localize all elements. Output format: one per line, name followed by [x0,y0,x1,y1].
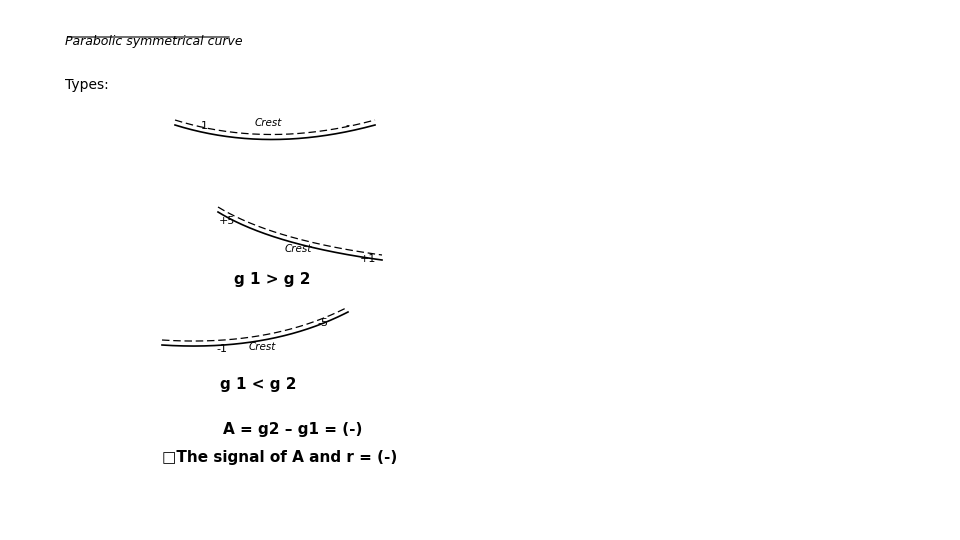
Text: +1: +1 [360,254,376,264]
Text: g 1 > g 2: g 1 > g 2 [233,272,310,287]
Text: g 1 < g 2: g 1 < g 2 [220,377,297,392]
Text: -: - [345,120,349,130]
Text: -1: -1 [217,344,228,354]
Text: -5: -5 [318,318,328,328]
Text: 1: 1 [201,121,207,131]
Text: Crest: Crest [249,342,276,352]
Text: Types:: Types: [65,78,108,92]
Text: +5: +5 [219,216,235,226]
Text: Crest: Crest [284,244,312,254]
Text: Parabolic symmetrical curve: Parabolic symmetrical curve [65,35,243,48]
Text: □The signal of A and r = (-): □The signal of A and r = (-) [162,450,397,465]
Text: Crest: Crest [254,118,281,128]
Text: A = g2 – g1 = (-): A = g2 – g1 = (-) [224,422,363,437]
